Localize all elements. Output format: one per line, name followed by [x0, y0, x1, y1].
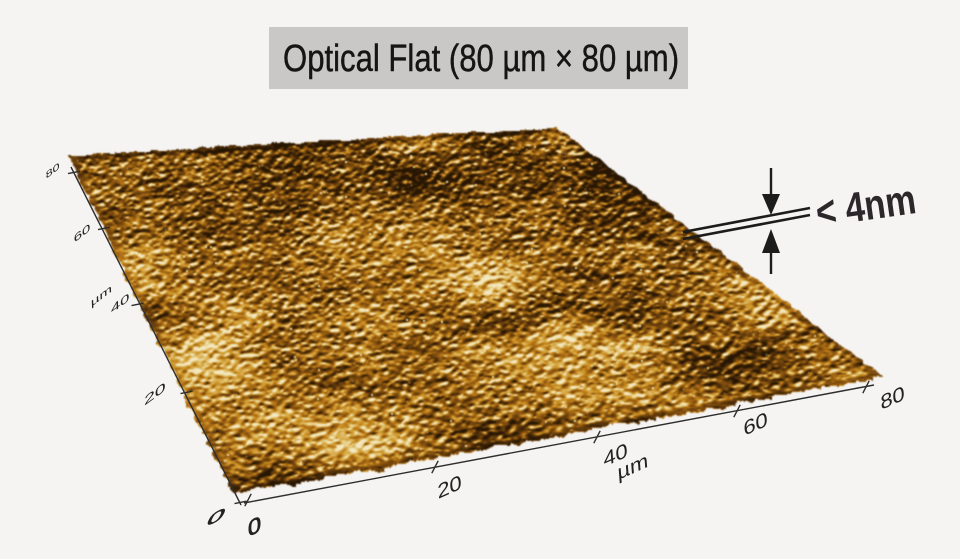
- svg-text:µm: µm: [91, 282, 113, 310]
- svg-text:60: 60: [743, 407, 769, 441]
- svg-text:80: 80: [880, 381, 906, 415]
- svg-text:20: 20: [437, 470, 463, 504]
- svg-text:0: 0: [203, 503, 229, 531]
- svg-text:20: 20: [144, 380, 166, 410]
- svg-text:40: 40: [111, 290, 130, 317]
- svg-text:0: 0: [248, 511, 261, 542]
- svg-text:80: 80: [45, 160, 60, 182]
- svg-text:60: 60: [73, 221, 90, 246]
